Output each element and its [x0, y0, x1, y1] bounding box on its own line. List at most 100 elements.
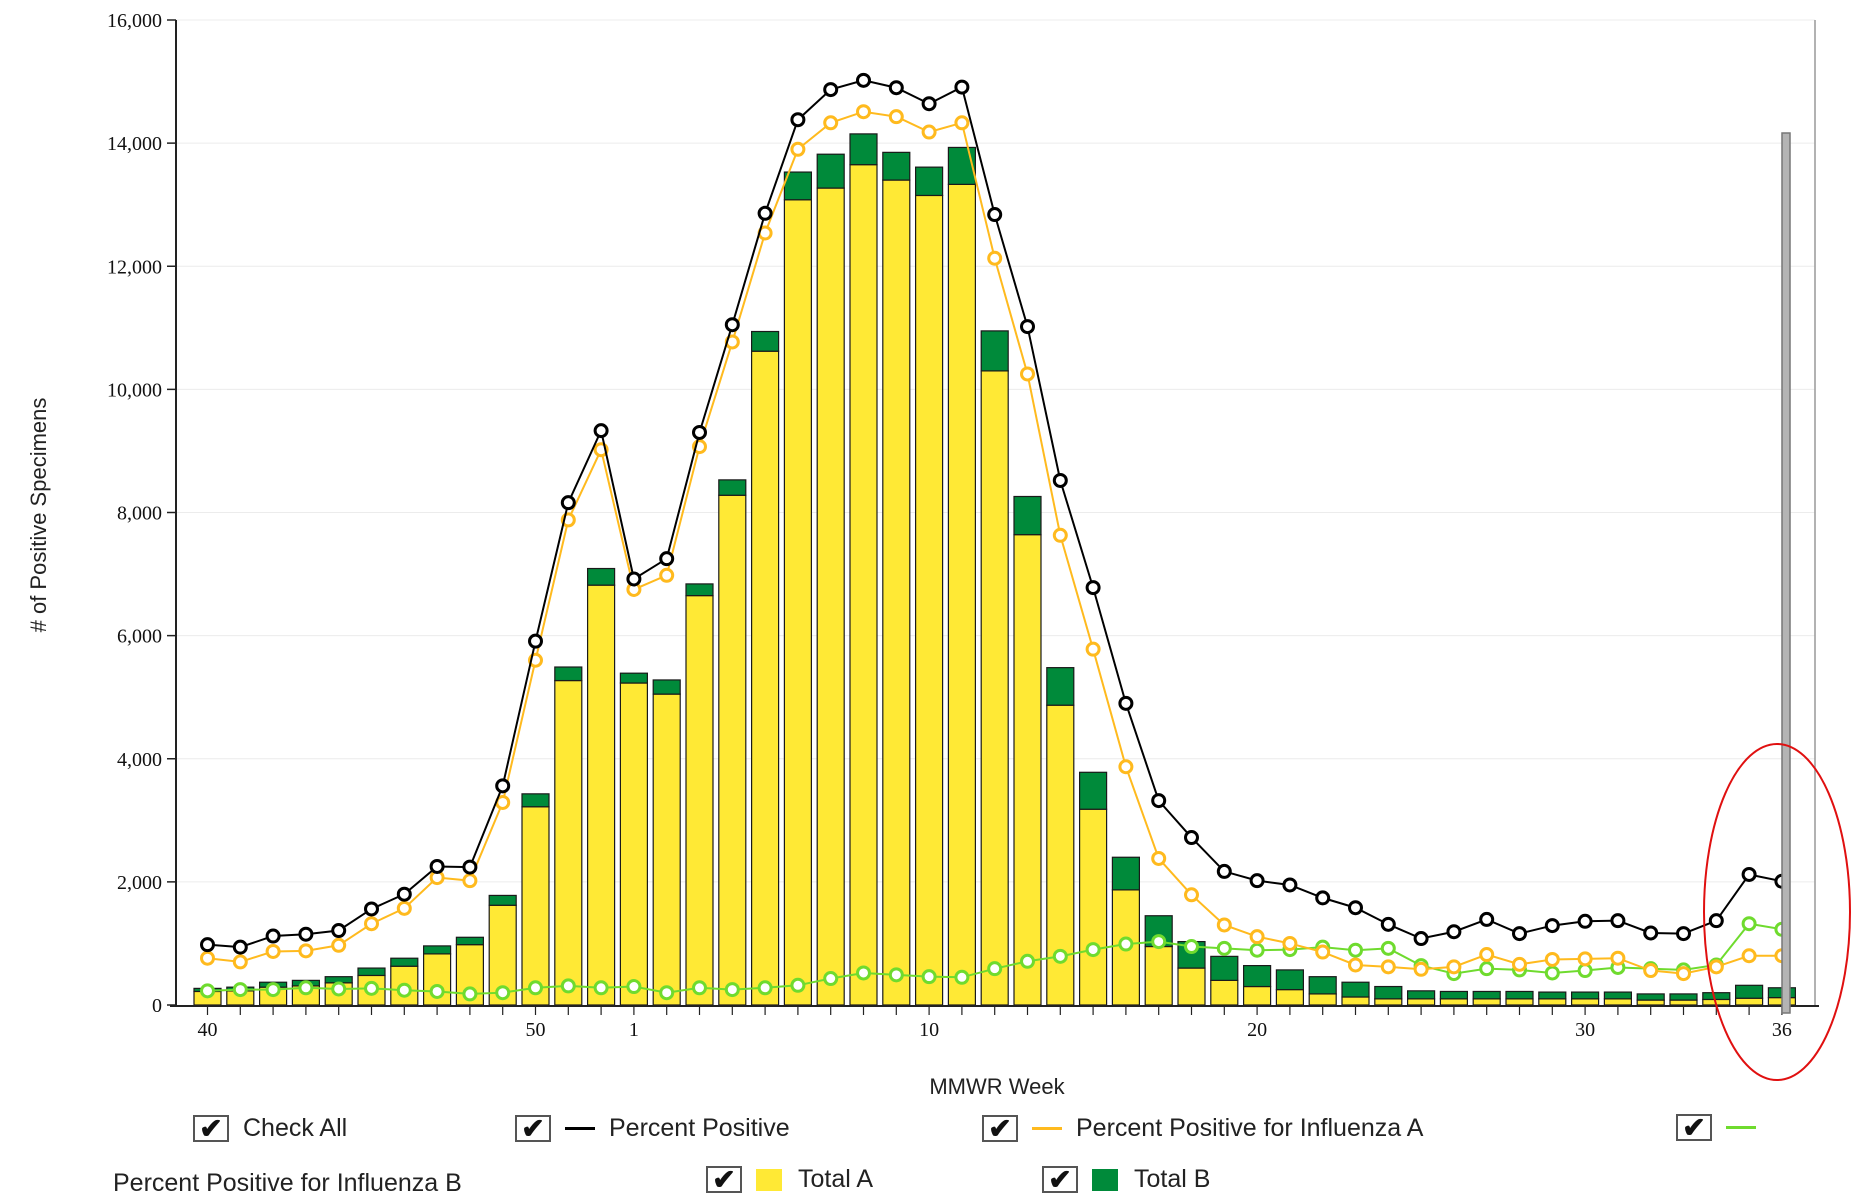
y-tick-label: 12,000 [107, 256, 162, 278]
x-tick-label: 50 [526, 1019, 546, 1041]
x-tick-label: 20 [1247, 1019, 1267, 1041]
point-percent-positive-a [856, 104, 871, 120]
bar-total-a [1472, 998, 1501, 1006]
point-percent-positive-b [823, 971, 839, 987]
bar-total-b [1505, 990, 1534, 1000]
point-percent-positive [1118, 695, 1134, 711]
point-percent-positive-a [954, 115, 970, 131]
bar-total-a [1636, 999, 1665, 1006]
bar-total-a [816, 187, 845, 1006]
point-percent-positive-b [757, 980, 773, 996]
bar-total-b [718, 479, 747, 496]
bar-total-b [1669, 993, 1698, 1001]
percent-positive-b-checkbox[interactable]: ✔ [1676, 1113, 1712, 1141]
point-percent-positive [1479, 911, 1495, 927]
point-percent-positive-a [1151, 850, 1167, 866]
point-percent-positive-a [1052, 527, 1068, 543]
bar-total-a [1734, 997, 1764, 1006]
bar-total-b [980, 330, 1009, 372]
point-percent-positive [1643, 925, 1659, 941]
bar-total-b [1603, 991, 1633, 1000]
bar-total-b [1013, 495, 1042, 536]
point-percent-positive-a [1512, 956, 1527, 972]
legend-check-all[interactable]: ✔ Check All [193, 1114, 347, 1143]
point-percent-positive-b [1741, 916, 1757, 932]
bar-total-a [1341, 996, 1370, 1006]
point-percent-positive [1512, 926, 1527, 942]
point-percent-positive-a [888, 109, 904, 125]
bar-layer [193, 133, 1797, 1006]
x-axis-title: MMWR Week [929, 1074, 1065, 1099]
scroll-handle[interactable] [1781, 132, 1791, 1014]
point-percent-positive-a [659, 567, 675, 583]
bar-total-a [1013, 534, 1042, 1006]
legend-total-b[interactable]: ✔ Total B [1042, 1165, 1210, 1194]
total-a-checkbox[interactable]: ✔ [706, 1165, 742, 1193]
point-percent-positive-b [692, 980, 707, 996]
legend-percent-positive[interactable]: ✔ Percent Positive [515, 1114, 790, 1143]
point-percent-positive-b [495, 985, 511, 1001]
percent-positive-a-swatch [1032, 1127, 1062, 1130]
bar-total-b [357, 967, 386, 977]
point-percent-positive [1708, 913, 1724, 929]
bar-total-a [1177, 967, 1206, 1006]
legend-total-a[interactable]: ✔ Total A [706, 1165, 873, 1194]
point-percent-positive-b [1151, 934, 1167, 950]
y-tick-label: 4,000 [117, 749, 162, 771]
bar-total-b [652, 679, 681, 695]
bar-total-a [586, 584, 616, 1006]
point-percent-positive-a [1380, 959, 1396, 975]
bar-total-b [914, 166, 944, 197]
bar-total-a [783, 199, 813, 1006]
bar-total-a [1570, 998, 1600, 1006]
x-tick-label: 1 [629, 1019, 639, 1041]
total-b-label: Total B [1134, 1165, 1211, 1193]
check-all-label: Check All [243, 1114, 348, 1142]
point-percent-positive-b [1544, 965, 1560, 981]
bar-total-b [1472, 990, 1501, 1000]
point-percent-positive-a [396, 900, 412, 916]
total-b-checkbox[interactable]: ✔ [1042, 1165, 1078, 1193]
point-percent-positive-a [1118, 759, 1134, 775]
point-percent-positive [331, 923, 347, 939]
bar-total-b [882, 151, 911, 181]
point-percent-positive-b [265, 982, 281, 998]
percent-positive-swatch [565, 1127, 595, 1130]
point-percent-positive-a [265, 943, 281, 959]
bar-total-a [1144, 945, 1173, 1006]
point-percent-positive-b [856, 965, 871, 981]
point-percent-positive-b [462, 986, 478, 1002]
point-percent-positive-b [790, 977, 806, 993]
percent-positive-checkbox[interactable]: ✔ [515, 1114, 551, 1142]
legend-percent-positive-a[interactable]: ✔ Percent Positive for Influenza A [982, 1114, 1423, 1143]
point-percent-positive [1544, 918, 1560, 934]
point-percent-positive [364, 901, 379, 917]
bar-total-a [1374, 998, 1403, 1006]
bar-total-a [1308, 993, 1337, 1006]
point-percent-positive [1249, 873, 1265, 889]
point-percent-positive-a [1643, 963, 1659, 979]
point-percent-positive-a [1348, 957, 1363, 973]
annotations [1703, 132, 1851, 1081]
bar-total-a [750, 350, 780, 1006]
point-percent-positive-b [1052, 948, 1068, 964]
point-percent-positive-b [888, 967, 904, 983]
point-percent-positive-a [331, 937, 347, 953]
bar-total-a [849, 164, 878, 1006]
percent-positive-b-label: Percent Positive for Influenza B [113, 1169, 462, 1197]
point-percent-positive [1216, 863, 1232, 879]
check-all-checkbox[interactable]: ✔ [193, 1114, 229, 1142]
bar-total-a [1439, 998, 1469, 1006]
percent-positive-a-checkbox[interactable]: ✔ [982, 1114, 1018, 1142]
bar-total-b [1275, 969, 1305, 991]
point-percent-positive-b [1184, 939, 1199, 955]
bar-total-a [947, 183, 977, 1006]
point-percent-positive [1610, 913, 1626, 929]
bar-total-b [1308, 976, 1337, 995]
bar-total-a [718, 494, 747, 1006]
point-percent-positive-b [364, 980, 379, 996]
bar-total-a [1505, 998, 1534, 1006]
bar-total-b [1734, 984, 1764, 999]
point-percent-positive [1151, 793, 1167, 809]
legend-percent-positive-b[interactable]: ✔ [1676, 1113, 1770, 1141]
